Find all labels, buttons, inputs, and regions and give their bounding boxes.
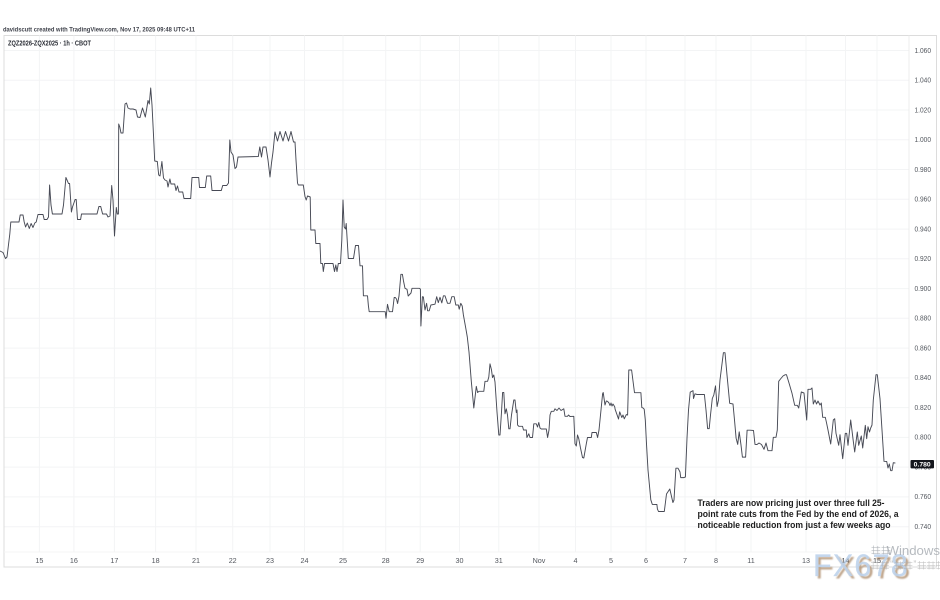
- svg-text:“: “: [890, 559, 893, 569]
- svg-text:30: 30: [456, 556, 464, 565]
- svg-text:Nov: Nov: [533, 556, 546, 565]
- svg-text:24: 24: [301, 556, 309, 565]
- svg-text:8: 8: [714, 556, 718, 565]
- svg-text:0.900: 0.900: [915, 286, 932, 293]
- svg-text:0.800: 0.800: [915, 435, 932, 442]
- svg-text:15: 15: [873, 558, 881, 565]
- svg-text:0.840: 0.840: [915, 375, 932, 382]
- svg-text:FX678: FX678: [815, 550, 911, 586]
- svg-text:0.960: 0.960: [915, 197, 932, 204]
- svg-text:davidscutt created with Tradin: davidscutt created with TradingView.com,…: [3, 27, 195, 34]
- svg-text:ZQZ2026-ZQX2025 · 1h · CBOT: ZQZ2026-ZQX2025 · 1h · CBOT: [8, 41, 92, 48]
- svg-text:4: 4: [574, 556, 578, 565]
- svg-text:FX678: FX678: [813, 547, 909, 583]
- svg-text:0.920: 0.920: [915, 256, 932, 263]
- svg-text:0.780: 0.780: [914, 462, 931, 469]
- svg-text:14: 14: [842, 556, 850, 565]
- svg-text:0.820: 0.820: [915, 405, 932, 412]
- svg-text:1.020: 1.020: [915, 107, 932, 114]
- svg-text:0.880: 0.880: [915, 316, 932, 323]
- svg-text:25: 25: [339, 556, 347, 565]
- svg-text:0.740: 0.740: [915, 524, 932, 531]
- svg-text:noticeable reduction from just: noticeable reduction from just a few wee…: [698, 520, 891, 530]
- svg-text:5: 5: [609, 556, 613, 565]
- svg-text:16: 16: [70, 556, 78, 565]
- svg-text:1.060: 1.060: [915, 48, 932, 55]
- svg-text:13: 13: [802, 556, 810, 565]
- svg-text:15: 15: [873, 556, 881, 565]
- svg-text:31: 31: [495, 556, 503, 565]
- svg-text:6: 6: [644, 556, 648, 565]
- svg-text:1.000: 1.000: [915, 137, 932, 144]
- svg-text:Windows: Windows: [887, 543, 940, 558]
- svg-text:14: 14: [842, 558, 850, 565]
- svg-text:Traders are now pricing just o: Traders are now pricing just over three …: [698, 498, 885, 508]
- svg-text:0.760: 0.760: [915, 494, 932, 501]
- svg-text:15: 15: [35, 556, 43, 565]
- svg-text:23: 23: [266, 556, 274, 565]
- svg-text:22: 22: [229, 556, 237, 565]
- svg-text:11: 11: [747, 556, 754, 565]
- svg-text:0.860: 0.860: [915, 345, 932, 352]
- svg-text:28: 28: [382, 556, 390, 565]
- svg-text:0.940: 0.940: [915, 226, 932, 233]
- svg-text:18: 18: [152, 556, 160, 565]
- svg-text:7: 7: [683, 556, 687, 565]
- svg-text:17: 17: [110, 556, 118, 565]
- svg-text:”: ”: [913, 559, 916, 569]
- svg-text:1.040: 1.040: [915, 78, 932, 85]
- svg-text:21: 21: [192, 556, 200, 565]
- svg-text:0.980: 0.980: [915, 167, 932, 174]
- svg-text:29: 29: [416, 556, 424, 565]
- svg-text:point rate cuts from the Fed b: point rate cuts from the Fed by the end …: [698, 509, 900, 519]
